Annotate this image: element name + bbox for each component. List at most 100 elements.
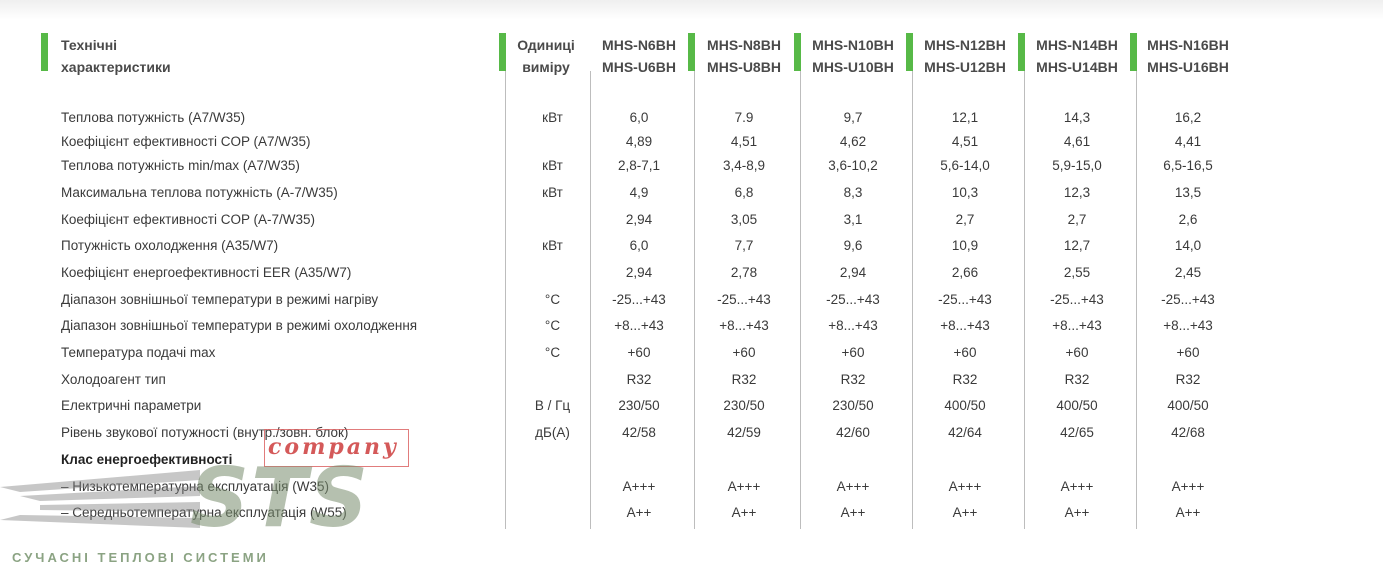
row-label: Діапазон зовнішньої температури в режимі… [61, 292, 379, 307]
row-label: Теплова потужність min/max (A7/W35) [61, 158, 300, 173]
row-value: 4,61 [1063, 134, 1091, 149]
row-value: -25...+43 [717, 292, 771, 307]
table-row: Електричні параметри В / Гц 230/50 230/50 23… [0, 395, 1383, 417]
column-divider [694, 71, 695, 529]
row-unit: °C [544, 345, 561, 360]
row-value: A+++ [836, 479, 870, 494]
table-row: Клас енергоефективності [0, 449, 1383, 471]
column-divider [1136, 71, 1137, 529]
model-name-outdoor: MHS-U12BH [924, 59, 1006, 75]
row-value: 3,1 [843, 212, 863, 227]
row-value: 400/50 [944, 398, 986, 413]
logo-company-box [264, 429, 409, 467]
row-label: Температура подачі max [61, 345, 216, 360]
model-name-indoor: MHS-N12BH [924, 37, 1006, 53]
row-value: 4,9 [629, 185, 649, 200]
row-unit: В / Гц [534, 398, 571, 413]
table-row: Коефіцієнт енергоефективності EER (A35/W… [0, 262, 1383, 284]
row-value: 42/65 [1060, 425, 1094, 440]
row-value: 230/50 [832, 398, 874, 413]
row-value: 4,41 [1174, 134, 1202, 149]
model-name-indoor: MHS-N6BH [602, 37, 676, 53]
unit-column-header: Одиниці виміру [510, 34, 582, 78]
row-value: R32 [952, 372, 978, 387]
column-divider [1024, 71, 1025, 529]
model-name-indoor: MHS-N8BH [707, 37, 781, 53]
row-label: Діапазон зовнішньої температури в режимі… [61, 318, 418, 333]
row-value: 230/50 [723, 398, 765, 413]
table-row: – Низькотемпературна експлуатація (W35) A… [0, 476, 1383, 498]
model-name-outdoor: MHS-U16BH [1147, 59, 1229, 75]
row-value: 4,51 [951, 134, 979, 149]
row-label: Електричні параметри [61, 398, 202, 413]
row-value: +60 [1176, 345, 1200, 360]
row-value: +60 [732, 345, 756, 360]
row-value: +8...+43 [719, 318, 769, 333]
row-value: 2,8-7,1 [617, 158, 661, 173]
row-value: 4,51 [730, 134, 758, 149]
row-value: +60 [841, 345, 865, 360]
column-divider [505, 71, 506, 529]
row-value: 2,78 [730, 265, 758, 280]
row-unit: кВт [542, 110, 563, 125]
table-row: Холодоагент тип R32 R32 R32 R32 R32 R32 [0, 369, 1383, 391]
table-row: Потужність охолодження (A35/W7) кВт 6,0 7,7… [0, 235, 1383, 257]
row-value: 3,05 [730, 212, 758, 227]
model-name-indoor: MHS-N16BH [1147, 37, 1229, 53]
row-value: 2,94 [625, 212, 653, 227]
logo-tagline: СУЧАСНІ ТЕПЛОВІ СИСТЕМИ [12, 550, 269, 565]
row-value: R32 [626, 372, 652, 387]
row-value: 10,9 [951, 238, 979, 253]
model-name-outdoor: MHS-U10BH [812, 59, 894, 75]
row-value: 14,0 [1174, 238, 1202, 253]
row-value: A++ [952, 505, 978, 520]
logo-company-text: company [268, 434, 399, 460]
row-value: A+++ [622, 479, 656, 494]
row-value: 6,8 [734, 185, 754, 200]
table-row: Рівень звукової потужності (внутр./зовн.… [0, 422, 1383, 444]
row-value: 12,1 [951, 110, 979, 125]
row-value: 6,0 [629, 238, 649, 253]
table-row: Температура подачі max °C +60 +60 +60 +60 +60 +… [0, 342, 1383, 364]
row-value: 9,7 [843, 110, 863, 125]
row-value: +8...+43 [1052, 318, 1102, 333]
row-value: 42/58 [622, 425, 656, 440]
row-value: 400/50 [1167, 398, 1209, 413]
logo-sts-text: STS [190, 451, 371, 546]
model-column-header: MHS-N6BH MHS-U6BH [584, 34, 694, 78]
row-unit: дБ(А) [535, 425, 570, 440]
spec-header-line1: Технічні [61, 37, 118, 53]
row-value: A+++ [1060, 479, 1094, 494]
row-value: 42/59 [727, 425, 761, 440]
table-row: – Середньотемпературна експлуатація (W55… [0, 502, 1383, 524]
unit-header-line1: Одиниці [517, 37, 575, 53]
row-value: +60 [627, 345, 651, 360]
row-unit: кВт [542, 158, 563, 173]
row-value: +8...+43 [940, 318, 990, 333]
row-value: 400/50 [1056, 398, 1098, 413]
model-name-outdoor: MHS-U6BH [602, 59, 676, 75]
row-label: – Середньотемпературна експлуатація (W55… [61, 505, 347, 520]
model-column-header: MHS-N10BH MHS-U10BH [798, 34, 908, 78]
row-value: 7,7 [734, 238, 754, 253]
row-value: +8...+43 [1163, 318, 1213, 333]
row-unit: кВт [542, 185, 563, 200]
row-value: A+++ [727, 479, 761, 494]
row-value: 12,3 [1063, 185, 1091, 200]
model-column-header: MHS-N14BH MHS-U14BH [1022, 34, 1132, 78]
spec-header-line2: характеристики [61, 59, 171, 75]
row-label: Коефіцієнт ефективності COP (A-7/W35) [61, 212, 315, 227]
row-label: Коефіцієнт енергоефективності EER (A35/W… [61, 265, 352, 280]
row-value: 6,5-16,5 [1163, 158, 1213, 173]
row-value: 2,66 [951, 265, 979, 280]
top-band [0, 0, 1383, 20]
row-value: 2,94 [625, 265, 653, 280]
row-value: 2,94 [839, 265, 867, 280]
row-value: A++ [840, 505, 866, 520]
table-row: Коефіцієнт ефективності COP (A-7/W35) 2,9… [0, 209, 1383, 231]
row-value: R32 [731, 372, 757, 387]
row-value: 9,6 [843, 238, 863, 253]
table-row: Теплова потужність (A7/W35) кВт 6,0 7.9 9,7 1… [0, 107, 1383, 129]
row-value: -25...+43 [1161, 292, 1215, 307]
column-divider [590, 71, 591, 529]
